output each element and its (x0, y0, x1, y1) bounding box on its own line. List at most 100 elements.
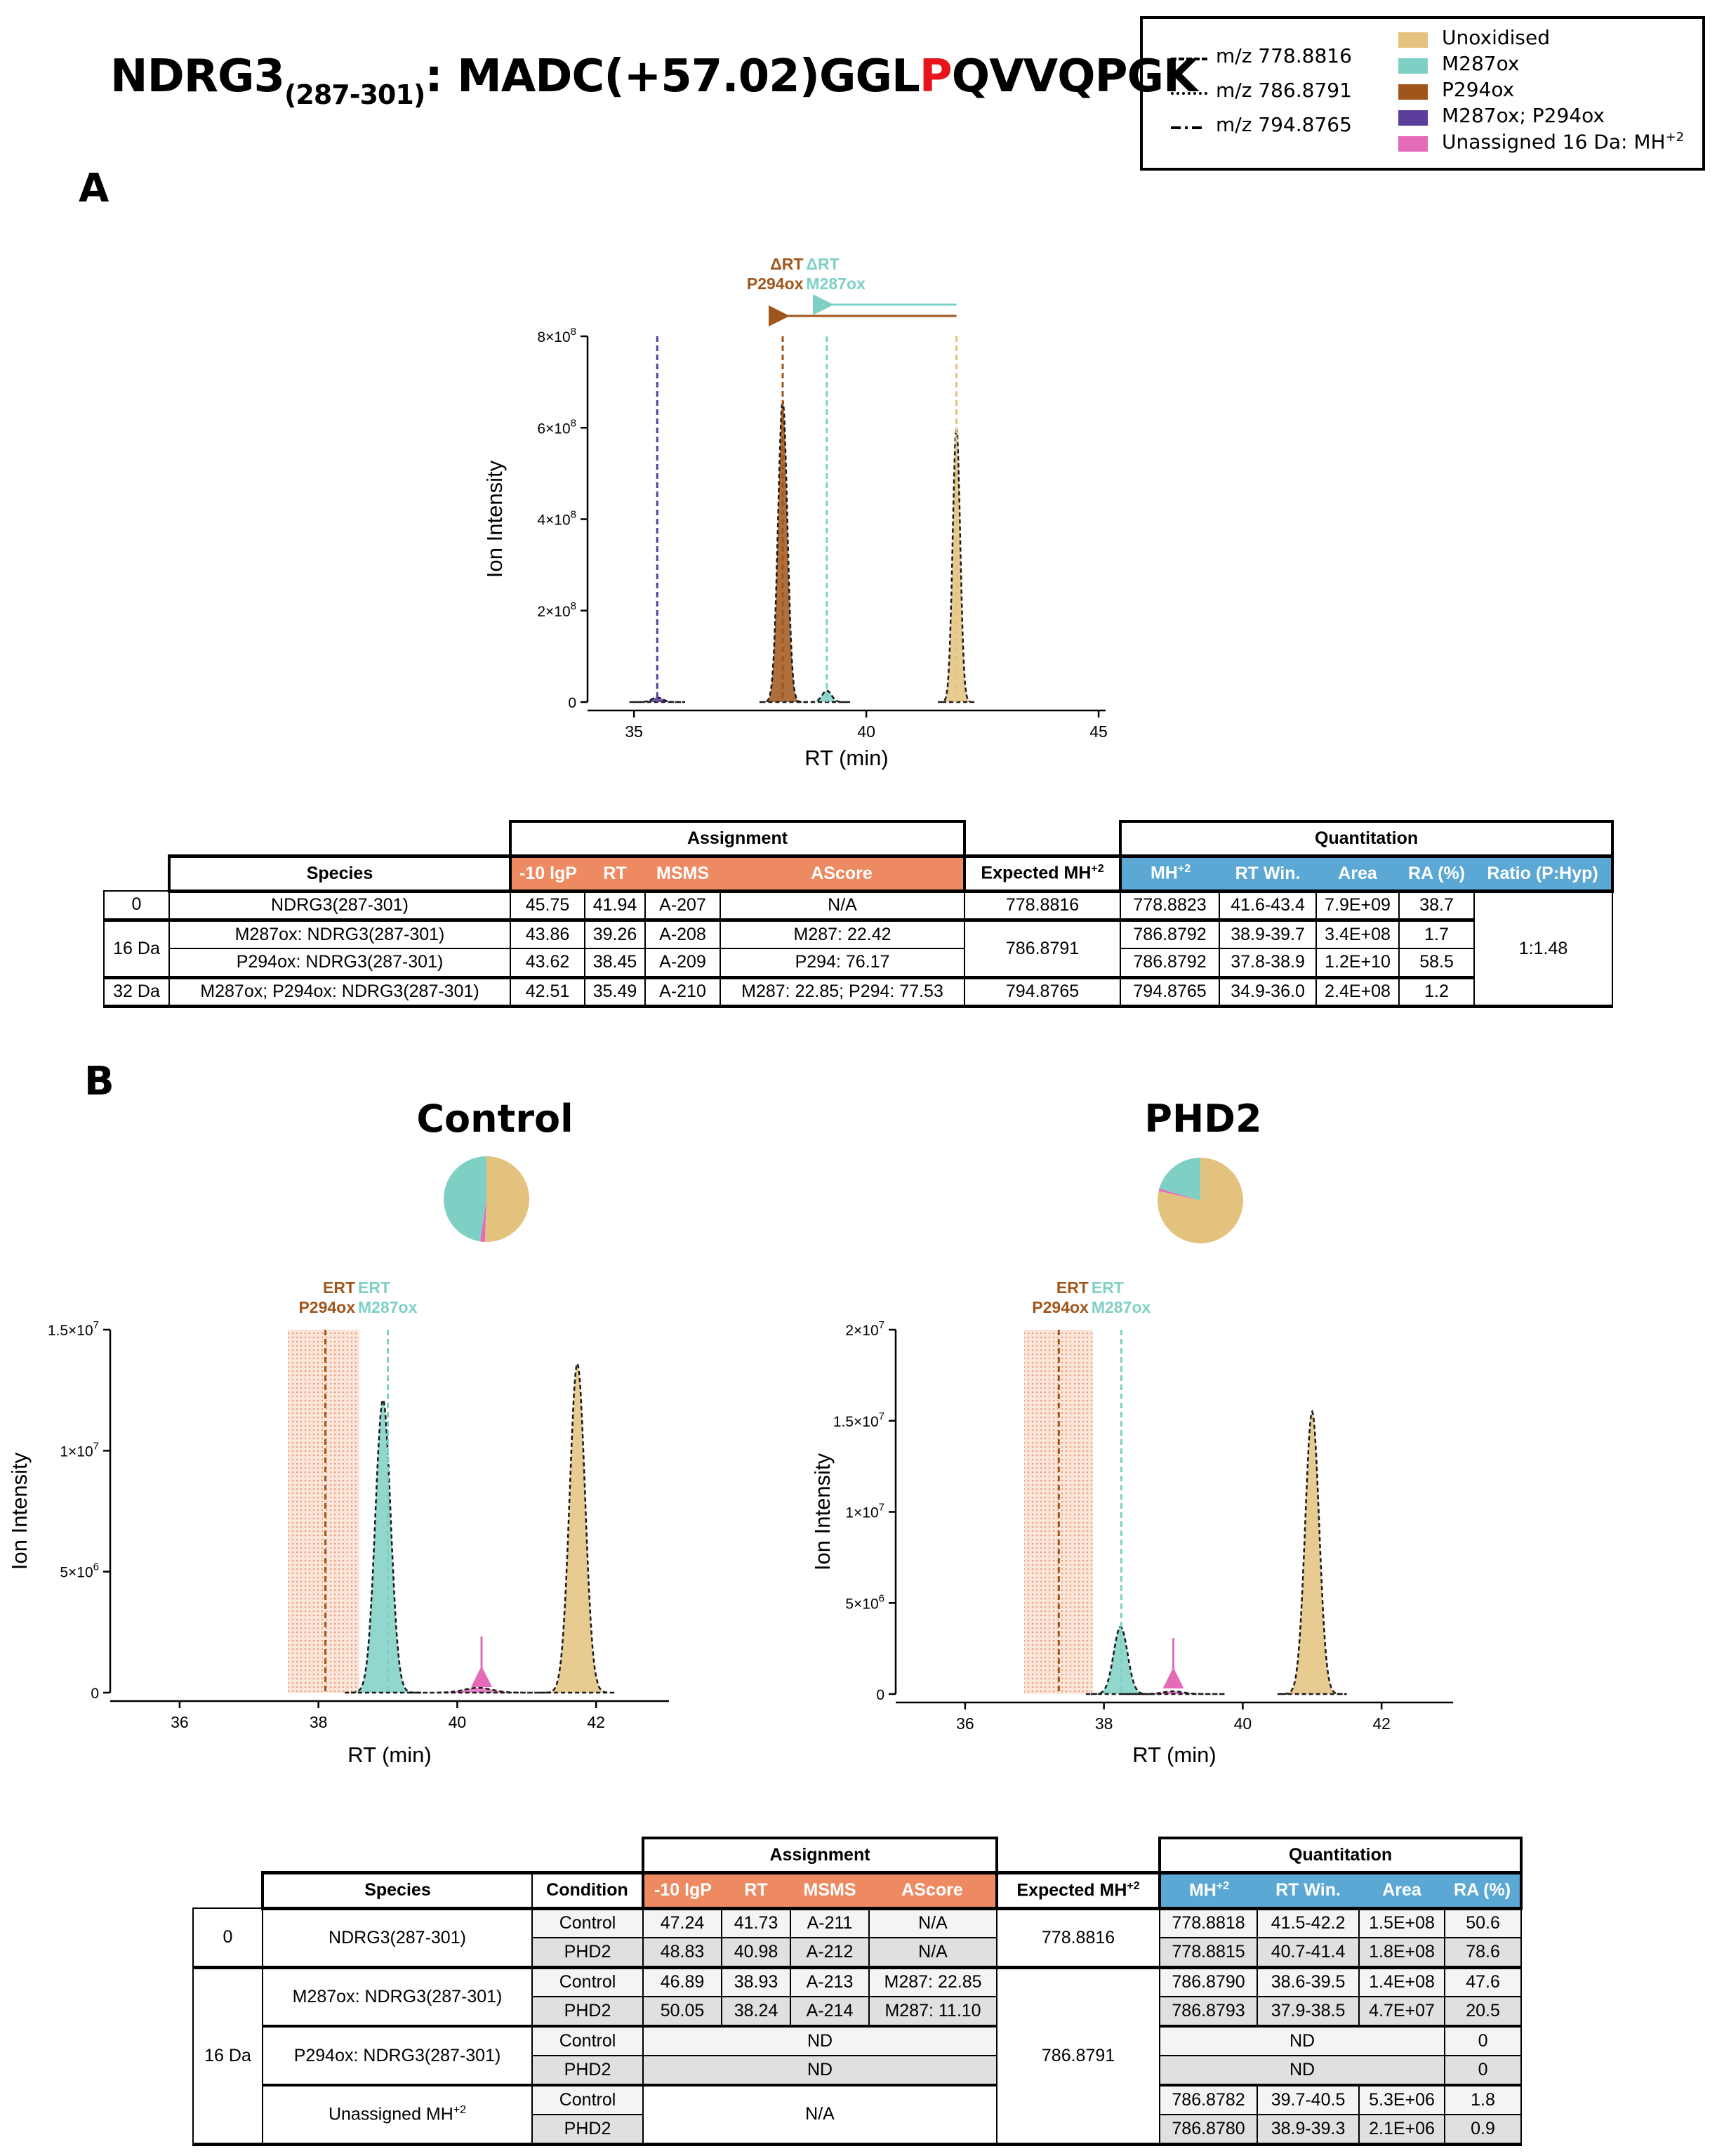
tick-mantissa: 1.5×10 (833, 1414, 879, 1430)
y-axis-label: Ion Intensity (482, 460, 507, 578)
ascore: N/A (868, 1907, 998, 1938)
rt: 35.49 (584, 977, 646, 1008)
col-header-ascore: AScore (720, 854, 967, 893)
sequence-part: : MADC(+57.02)GGL (425, 51, 920, 102)
y-tick-label: 1×107 (845, 1502, 884, 1521)
col-header-ra: RA (%) (1445, 1870, 1523, 1910)
rt: 41.73 (721, 1907, 791, 1938)
group-header-assignment: Assignment (508, 820, 967, 857)
expected-mh: 794.8765 (964, 977, 1122, 1008)
ra: 0.9 (1444, 2114, 1523, 2146)
residue-range: (287-301) (284, 79, 425, 110)
expected-mh: 786.8791 (996, 1966, 1161, 2146)
lgp: 43.62 (510, 948, 585, 979)
superscript: +2 (1177, 863, 1191, 875)
panel-a-label: A (79, 166, 110, 211)
ascore: N/A (868, 1937, 998, 1969)
x-tick-label: 38 (310, 1713, 328, 1731)
table-row: PHD2 ND ND 0 (193, 2055, 1523, 2086)
col-header-rt: RT (585, 854, 645, 893)
rt-shift-label: ERT (1056, 1278, 1089, 1297)
mass-shift: 32 Da (103, 977, 170, 1008)
lgp: 42.51 (510, 977, 585, 1008)
x-tick-label: 40 (1234, 1714, 1252, 1733)
tick-exponent: 8 (571, 509, 576, 521)
pie-slice-m287ox (444, 1156, 486, 1242)
not-applicable: N/A (642, 2084, 998, 2146)
tick-mantissa: 4×10 (537, 512, 570, 529)
msms: A-208 (644, 919, 721, 949)
msms: A-212 (790, 1937, 870, 1969)
lgp: 45.75 (510, 890, 585, 922)
x-axis-label: RT (min) (804, 746, 888, 770)
table-row: PHD2 786.8780 38.9-39.3 2.1E+06 0.9 (193, 2114, 1523, 2146)
peak-unassigned-16-da (409, 1686, 548, 1694)
tick-mantissa: 2×10 (845, 1323, 878, 1339)
rt-shift-label: ERT (358, 1278, 390, 1297)
rt-shift-label: ERT (323, 1278, 355, 1297)
condition: Control (531, 2025, 644, 2056)
species: NDRG3(287-301) (262, 1907, 533, 1969)
tick-exponent: 7 (93, 1440, 99, 1452)
species: M287ox: NDRG3(287-301) (262, 1966, 533, 2028)
y-tick-label: 2×107 (845, 1319, 884, 1339)
species: P294ox: NDRG3(287-301) (262, 2025, 533, 2086)
table-row: 16 Da M287ox: NDRG3(287-301) Control 46.… (192, 1966, 1523, 2146)
condition: Control (531, 1966, 644, 1997)
ratio: 1:1.48 (1473, 890, 1614, 1008)
species-text: Unassigned MH (328, 2104, 453, 2124)
msms: A-211 (790, 1907, 870, 1938)
pie-control (444, 1156, 529, 1242)
tick-exponent: 7 (879, 1410, 884, 1422)
ra: 0 (1444, 2025, 1523, 2056)
swatch-p294ox (1398, 84, 1428, 100)
ra: 0 (1444, 2055, 1523, 2086)
rt-window: 34.9-36.0 (1219, 977, 1318, 1008)
rt-window: 37.9-38.5 (1257, 1996, 1360, 2028)
col-header-msms: MSMS (645, 854, 720, 893)
rt: 38.24 (721, 1996, 791, 2028)
ascore: P294: 76.17 (719, 948, 966, 979)
species: M287ox: NDRG3(287-301) (168, 919, 511, 949)
area: 1.2E+10 (1315, 948, 1400, 979)
tick-mantissa: 1×10 (60, 1443, 93, 1460)
x-tick-label: 36 (956, 1714, 974, 1733)
tick-mantissa: 1.5×10 (48, 1323, 93, 1339)
x-axis-label: RT (min) (1132, 1742, 1216, 1767)
area: 2.4E+08 (1315, 977, 1400, 1008)
ascore: M287: 22.42 (719, 919, 966, 949)
y-tick-label: 0 (568, 695, 576, 711)
pie-slice-m287ox (1159, 1158, 1200, 1201)
group-header-assignment: Assignment (641, 1837, 999, 1873)
table-row: Unassigned MH+2 Control N/A 786.8782 39.… (193, 2084, 1523, 2146)
legend-species-label: M287ox; P294ox (1442, 104, 1605, 127)
highlighted-residue: P (919, 51, 953, 102)
pie-slice-unoxidised (484, 1156, 529, 1242)
x-axis-label: RT (min) (347, 1742, 431, 1767)
expected-mh: 778.8816 (964, 890, 1122, 922)
superscript: +2 (1216, 1879, 1230, 1892)
rt: 41.94 (584, 890, 646, 922)
tick-exponent: 6 (879, 1592, 884, 1604)
y-tick-label: 5×106 (60, 1561, 99, 1581)
y-tick-label: 1.5×107 (833, 1410, 884, 1430)
superscript: +2 (1127, 1879, 1140, 1892)
area: 1.5E+08 (1358, 1907, 1446, 1938)
area: 7.9E+09 (1315, 890, 1400, 922)
rt-window: 38.9-39.7 (1219, 919, 1318, 949)
group-header-quantitation: Quantitation (1158, 1837, 1523, 1873)
legend-species-label: Unoxidised (1442, 26, 1550, 49)
rt-shift-species-label: P294ox (298, 1298, 355, 1316)
ascore: M287: 11.10 (868, 1996, 998, 2028)
ascore: M287: 22.85 (868, 1966, 998, 1997)
area: 4.7E+07 (1358, 1996, 1446, 2028)
tick-mantissa: 2×10 (537, 604, 570, 620)
legend-mz-label: m/z 794.8765 (1216, 113, 1352, 136)
group-header-quantitation: Quantitation (1119, 820, 1615, 857)
legend: m/z 778.8816 m/z 786.8791 m/z 794.8765 U… (1140, 16, 1705, 171)
not-detected: ND (642, 2025, 998, 2056)
area: 3.4E+08 (1315, 919, 1400, 949)
rt-shift-label: ΔRT (806, 255, 839, 273)
